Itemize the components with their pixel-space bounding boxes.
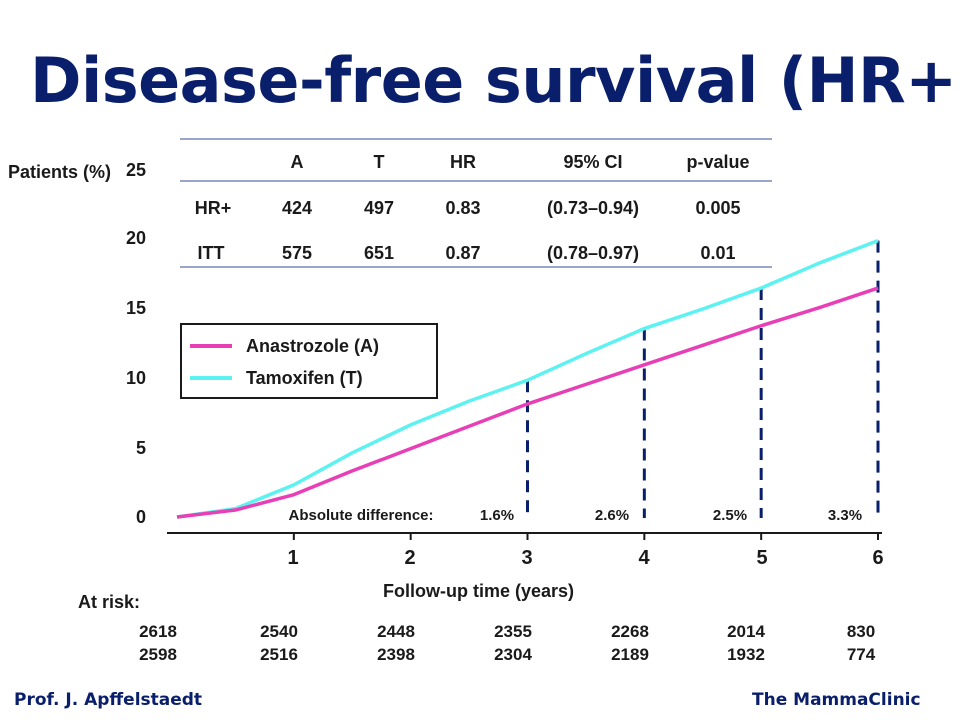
at-risk-value: 2268 xyxy=(611,622,649,641)
table-cell-p: 0.005 xyxy=(695,198,741,218)
at-risk-value: 2618 xyxy=(139,622,177,641)
legend-item-tamoxifen: Tamoxifen (T) xyxy=(190,367,363,389)
x-tick-label: 4 xyxy=(638,547,650,569)
table-cell-ci: (0.78–0.97) xyxy=(546,243,640,263)
table-top-rule xyxy=(180,138,772,140)
table-cell-t: 497 xyxy=(363,198,395,218)
at-risk-value: 2540 xyxy=(260,622,298,641)
x-tick-label: 1 xyxy=(287,547,299,569)
legend-label: Tamoxifen (T) xyxy=(246,367,363,388)
at-risk-value: 2398 xyxy=(377,645,415,664)
table-cell-hr: 0.83 xyxy=(445,198,481,218)
table-cell-a: 575 xyxy=(281,243,313,263)
x-tick-label: 3 xyxy=(521,547,533,569)
at-risk-value: 2516 xyxy=(260,645,298,664)
x-tick-label: 6 xyxy=(872,547,884,569)
at-risk-value: 2448 xyxy=(377,622,415,641)
abs-diff-value: 3.3% xyxy=(827,507,863,524)
legend-label: Anastrozole (A) xyxy=(246,335,380,356)
y-tick-label: 5 xyxy=(135,438,146,458)
table-bottom-rule xyxy=(180,266,772,268)
x-tick-label: 2 xyxy=(404,547,416,569)
table-header-p: p-value xyxy=(686,152,750,172)
table-cell-hr: 0.87 xyxy=(445,243,481,263)
at-risk-value: 2014 xyxy=(727,622,765,641)
table-header-rule xyxy=(180,180,772,182)
slide-title: Disease-free survival (HR+) xyxy=(30,44,960,117)
abs-diff-value: 1.6% xyxy=(479,507,515,524)
y-tick-label: 25 xyxy=(125,160,146,180)
y-tick-label: 20 xyxy=(125,228,146,248)
at-risk-value: 2304 xyxy=(494,645,532,664)
abs-diff-label: Absolute difference: xyxy=(288,507,434,524)
legend-swatch-anastrozole xyxy=(190,344,232,348)
y-tick-label: 0 xyxy=(135,507,146,527)
abs-diff-value: 2.6% xyxy=(594,507,630,524)
legend-swatch-tamoxifen xyxy=(190,376,232,380)
y-tick-label: 10 xyxy=(125,368,146,388)
series-line-anastrozole xyxy=(176,286,879,519)
chart-legend: Anastrozole (A) Tamoxifen (T) xyxy=(180,323,438,399)
table-header-t: T xyxy=(373,152,385,172)
at-risk-value: 2189 xyxy=(611,645,649,664)
at-risk-value: 2598 xyxy=(139,645,177,664)
table-header-hr: HR xyxy=(450,152,476,172)
y-axis-label: Patients (%) xyxy=(8,162,112,182)
table-header-ci: 95% CI xyxy=(563,152,623,172)
at-risk-value: 2355 xyxy=(494,622,532,641)
y-tick-label: 15 xyxy=(125,298,146,318)
x-tick-label: 5 xyxy=(756,547,768,569)
table-row-label: ITT xyxy=(197,243,225,263)
table-cell-t: 651 xyxy=(363,243,395,263)
table-cell-a: 424 xyxy=(281,198,313,218)
footer-author: Prof. J. Apffelstaedt xyxy=(14,690,203,710)
table-cell-ci: (0.73–0.94) xyxy=(546,198,640,218)
table-header-a: A xyxy=(290,152,304,172)
x-axis-label: Follow-up time (years) xyxy=(383,581,575,601)
footer-clinic: The MammaClinic xyxy=(752,690,921,710)
at-risk-value: 1932 xyxy=(727,645,765,664)
at-risk-value: 830 xyxy=(846,622,876,641)
abs-diff-value: 2.5% xyxy=(712,507,748,524)
table-row-label: HR+ xyxy=(194,198,232,218)
legend-item-anastrozole: Anastrozole (A) xyxy=(190,335,379,357)
at-risk-value: 774 xyxy=(846,645,876,664)
table-cell-p: 0.01 xyxy=(700,243,736,263)
series-line-tamoxifen xyxy=(176,238,879,519)
at-risk-label: At risk: xyxy=(78,592,141,612)
